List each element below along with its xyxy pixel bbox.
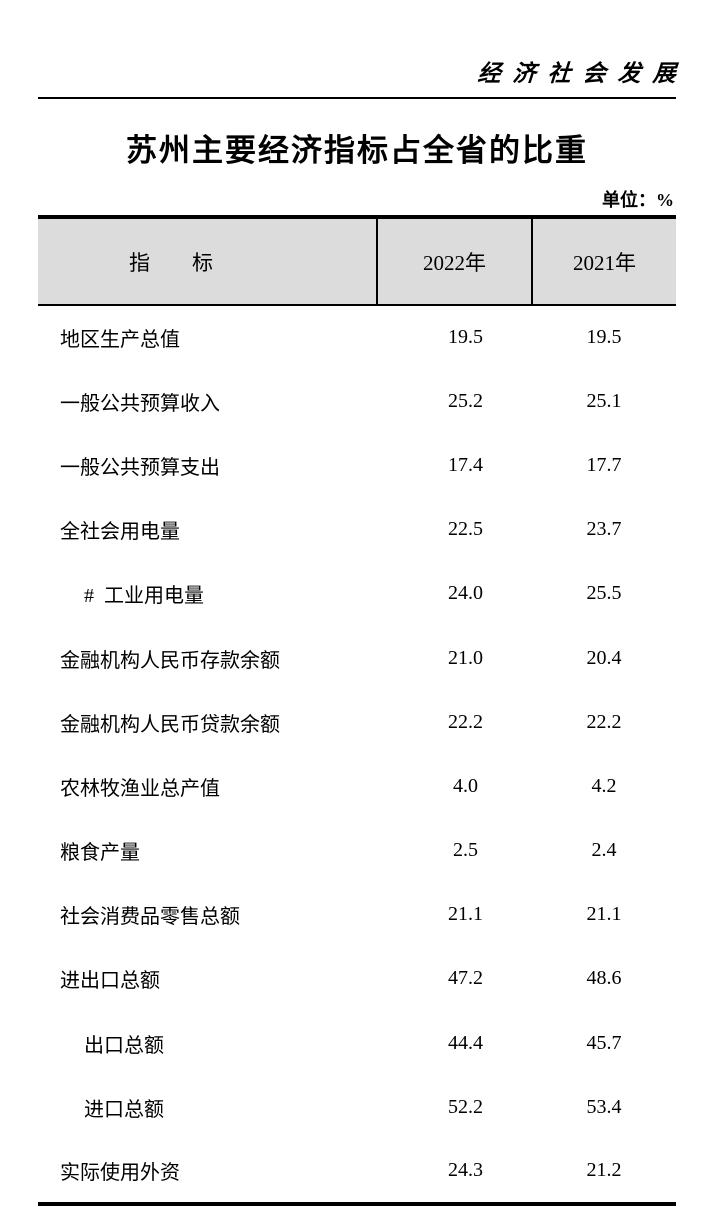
row-label: 出口总额 — [84, 1034, 164, 1057]
row-value-2021: 19.5 — [586, 326, 622, 349]
row-value-2022: 22.5 — [448, 518, 483, 541]
column-header-indicator: 指 标 — [38, 217, 377, 306]
table-row: # 工业用电量 24.0 25.5 — [38, 562, 676, 626]
row-value-2021: 21.2 — [586, 1159, 622, 1182]
table-row: 出口总额 44.4 45.7 — [38, 1011, 676, 1075]
row-value-2021: 2.4 — [591, 839, 617, 862]
table-row: 社会消费品零售总额 21.1 21.1 — [38, 883, 676, 947]
row-label: 金融机构人民币存款余额 — [60, 649, 280, 672]
row-label: 进出口总额 — [60, 970, 160, 993]
row-value-2021: 21.1 — [586, 903, 622, 926]
row-label: 进口总额 — [84, 1098, 164, 1121]
row-value-2022: 24.0 — [448, 582, 483, 605]
table-row: 一般公共预算收入 25.2 25.1 — [38, 369, 676, 433]
table-row: 一般公共预算支出 17.4 17.7 — [38, 433, 676, 497]
running-head-text: 经济社会发展 — [476, 61, 689, 86]
table-row: 全社会用电量 22.5 23.7 — [38, 498, 676, 562]
row-label: # 工业用电量 — [84, 585, 204, 608]
row-label: 社会消费品零售总额 — [60, 906, 240, 929]
row-value-2022: 47.2 — [448, 967, 483, 990]
unit-label: 单位：% — [602, 190, 674, 210]
row-label: 地区生产总值 — [60, 329, 180, 352]
row-label: 一般公共预算收入 — [60, 392, 220, 415]
table-row: 金融机构人民币贷款余额 22.2 22.2 — [38, 690, 676, 754]
table-row: 金融机构人民币存款余额 21.0 20.4 — [38, 626, 676, 690]
row-label: 农林牧渔业总产值 — [60, 777, 220, 800]
table-row: 实际使用外资 24.3 21.2 — [38, 1139, 676, 1203]
table-row: 进口总额 52.2 53.4 — [38, 1075, 676, 1139]
row-value-2022: 25.2 — [448, 389, 483, 412]
row-value-2021: 25.5 — [586, 582, 622, 605]
row-value-2021: 20.4 — [586, 646, 622, 669]
row-value-2022: 17.4 — [448, 453, 483, 476]
row-label: 金融机构人民币贷款余额 — [60, 713, 280, 736]
row-label: 一般公共预算支出 — [60, 456, 220, 479]
page-title: 苏州主要经济指标占全省的比重 — [126, 133, 588, 168]
page-content: 经济社会发展 苏州主要经济指标占全省的比重 单位：% 指 标 2022年 202… — [37, 0, 689, 1227]
row-value-2022: 22.2 — [448, 710, 483, 733]
row-label: 实际使用外资 — [60, 1162, 180, 1185]
row-value-2022: 2.5 — [453, 839, 478, 862]
header-rule — [38, 97, 676, 99]
row-value-2021: 25.1 — [586, 389, 622, 412]
row-value-2021: 4.2 — [591, 774, 617, 797]
table-row: 农林牧渔业总产值 4.0 4.2 — [38, 754, 676, 818]
row-value-2021: 45.7 — [586, 1031, 622, 1054]
table-row: 地区生产总值 19.5 19.5 — [38, 305, 676, 369]
row-value-2022: 21.1 — [448, 903, 483, 926]
table-header: 指 标 2022年 2021年 — [38, 217, 676, 306]
column-header-2022: 2022年 — [376, 217, 532, 306]
row-value-2022: 52.2 — [448, 1095, 483, 1118]
row-label: 全社会用电量 — [60, 521, 180, 544]
table-header-row: 指 标 2022年 2021年 — [38, 217, 676, 306]
section-running-head: 经济社会发展 — [37, 54, 689, 88]
row-value-2022: 4.0 — [453, 774, 478, 797]
table-row: 进出口总额 47.2 48.6 — [38, 947, 676, 1011]
row-value-2021: 22.2 — [586, 710, 622, 733]
row-value-2021: 23.7 — [586, 518, 622, 541]
row-value-2021: 17.7 — [586, 453, 622, 476]
row-value-2021: 48.6 — [586, 967, 622, 990]
row-value-2021: 53.4 — [586, 1095, 622, 1118]
indicators-table: 指 标 2022年 2021年 地区生产总值 19.5 19.5 一般公共预算收… — [38, 215, 676, 1206]
table-row: 粮食产量 2.5 2.4 — [38, 819, 676, 883]
row-label: 粮食产量 — [60, 842, 140, 865]
column-header-2021: 2021年 — [531, 217, 676, 306]
table-body: 地区生产总值 19.5 19.5 一般公共预算收入 25.2 25.1 一般公共… — [38, 305, 676, 1204]
row-value-2022: 19.5 — [448, 326, 483, 349]
row-value-2022: 24.3 — [448, 1159, 483, 1182]
row-value-2022: 44.4 — [448, 1031, 483, 1054]
row-value-2022: 21.0 — [448, 646, 483, 669]
